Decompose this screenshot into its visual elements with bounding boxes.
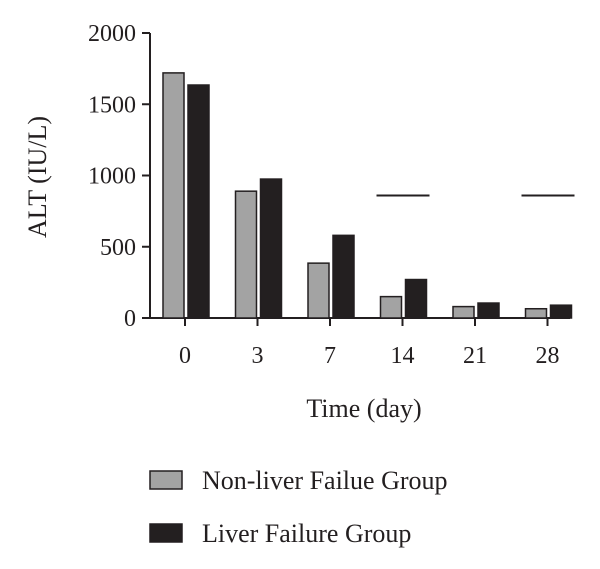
x-axis-title: Time (day) [306, 394, 421, 423]
y-tick-label: 500 [100, 235, 136, 261]
y-ticks: 0 500 1000 1500 2000 [88, 21, 150, 332]
bar-liver-failure-day-21 [477, 302, 500, 319]
legend-swatch [149, 523, 183, 543]
y-tick-label: 0 [124, 306, 136, 332]
x-tick-label: 7 [324, 343, 336, 369]
bar-non-liver-failure-day-7 [307, 262, 330, 319]
bar-non-liver-failure-day-3 [234, 190, 258, 319]
y-tick-label: 1500 [88, 92, 136, 118]
legend-swatch [149, 470, 183, 490]
bar-non-liver-failure-day-14 [379, 295, 403, 319]
y-tick-label: 1000 [88, 164, 136, 190]
bar-liver-failure-day-14 [404, 278, 428, 319]
bar-non-liver-failure-day-28 [524, 307, 548, 319]
bar-liver-failure-day-0 [187, 84, 210, 319]
bars [162, 72, 573, 319]
y-axis-title: ALT (IU/L) [23, 116, 52, 238]
bar-liver-failure-day-7 [332, 234, 355, 319]
legend: Non-liver Failue Group Liver Failure Grou… [149, 466, 448, 548]
x-tick-label: 0 [179, 343, 191, 369]
bar-non-liver-failure-day-0 [162, 72, 185, 319]
x-tick-label: 21 [463, 343, 487, 369]
x-tick-label: 3 [252, 343, 264, 369]
x-tick-label: 28 [536, 343, 560, 369]
x-tick-label: 14 [391, 343, 415, 369]
legend-label: Liver Failure Group [202, 519, 411, 548]
bar-liver-failure-day-3 [259, 178, 283, 319]
legend-label: Non-liver Failue Group [202, 466, 448, 495]
y-tick-label: 2000 [88, 21, 136, 47]
bar-non-liver-failure-day-21 [452, 305, 475, 319]
x-ticks: 0 3 7 14 21 28 [179, 318, 560, 369]
bar-liver-failure-day-28 [549, 304, 573, 319]
